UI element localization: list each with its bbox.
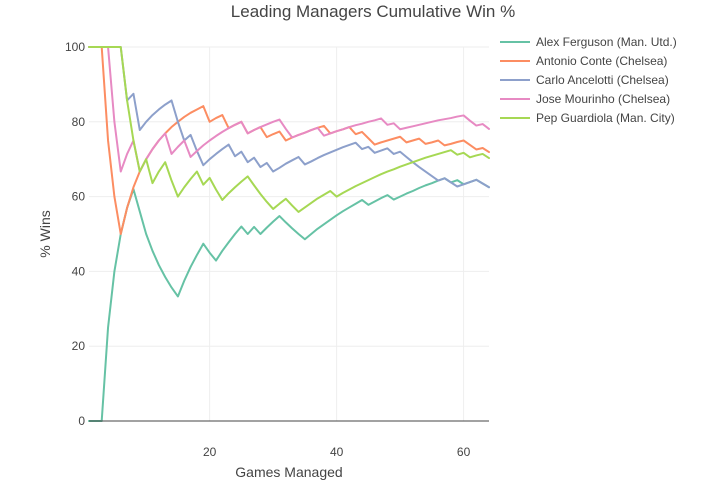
legend-item-4[interactable]: Jose Mourinho (Chelsea)	[500, 92, 670, 106]
y-tick-label: 100	[65, 40, 85, 54]
legend-item-2[interactable]: Antonio Conte (Chelsea)	[500, 54, 667, 68]
legend-label: Pep Guardiola (Man. City)	[536, 111, 675, 125]
series-line-2[interactable]	[88, 46, 490, 235]
series-line-4[interactable]	[88, 46, 490, 173]
legend-item-3[interactable]: Carlo Ancelotti (Chelsea)	[500, 73, 669, 87]
axes: 0 20 40 60 80 100 20 40 60	[65, 40, 489, 459]
series-lines	[88, 46, 490, 422]
series-line-5[interactable]	[88, 46, 490, 213]
chart-title: Leading Managers Cumulative Win %	[231, 2, 515, 21]
legend[interactable]: Alex Ferguson (Man. Utd.) Antonio Conte (…	[500, 35, 677, 125]
x-tick-label: 60	[457, 445, 471, 459]
legend-item-1[interactable]: Alex Ferguson (Man. Utd.)	[500, 35, 677, 49]
x-tick-label: 20	[203, 445, 217, 459]
y-tick-label: 20	[72, 339, 86, 353]
series-line-1[interactable]	[88, 177, 490, 422]
y-tick-label: 0	[78, 414, 85, 428]
series-line-3[interactable]	[88, 46, 490, 189]
y-tick-label: 40	[72, 264, 86, 278]
gridlines	[89, 46, 489, 421]
x-tick-label: 40	[330, 445, 344, 459]
legend-item-5[interactable]: Pep Guardiola (Man. City)	[500, 111, 675, 125]
y-tick-label: 80	[72, 115, 86, 129]
x-axis-title: Games Managed	[235, 464, 342, 480]
y-axis-title: % Wins	[37, 210, 53, 257]
y-tick-label: 60	[72, 190, 86, 204]
legend-label: Jose Mourinho (Chelsea)	[536, 92, 670, 106]
legend-label: Antonio Conte (Chelsea)	[536, 54, 667, 68]
legend-label: Carlo Ancelotti (Chelsea)	[536, 73, 669, 87]
legend-label: Alex Ferguson (Man. Utd.)	[536, 35, 677, 49]
